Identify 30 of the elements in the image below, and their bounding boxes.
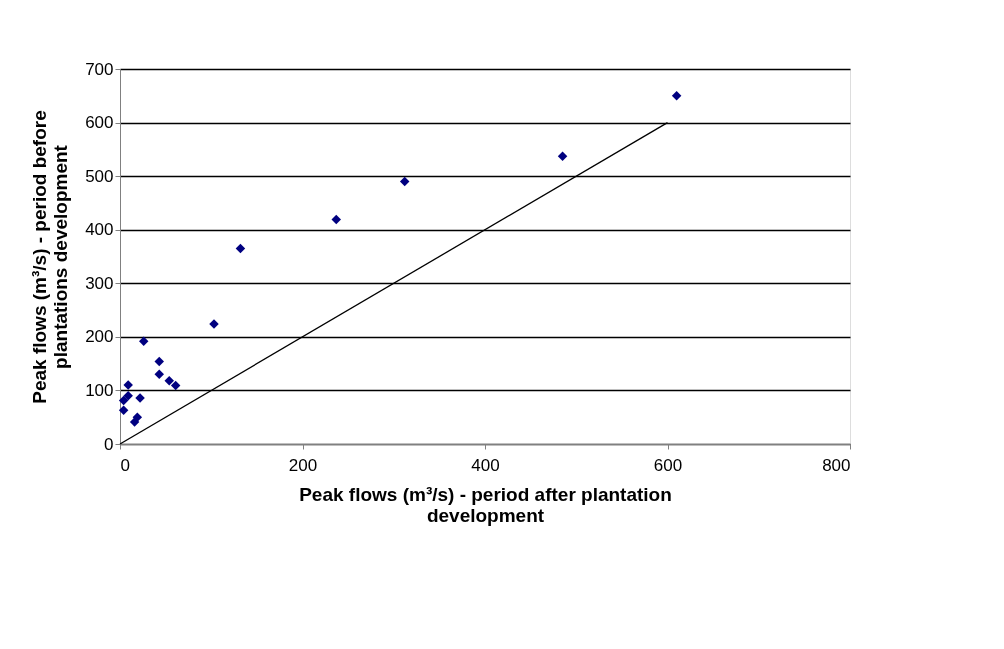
- y-tick-label: 400: [85, 220, 114, 240]
- point: [154, 369, 164, 380]
- y-tick-label: 600: [85, 113, 114, 133]
- y-tick-label: 500: [85, 166, 114, 186]
- y-tick-label: 0: [104, 434, 114, 454]
- point: [123, 380, 133, 390]
- y-tick-label: 100: [85, 380, 114, 400]
- y-tick-label: 700: [85, 59, 114, 79]
- y-tick-label: 300: [85, 273, 114, 293]
- x-tick-label: 600: [653, 455, 683, 475]
- point: [154, 356, 164, 367]
- x-tick-label: 400: [471, 455, 500, 475]
- x-tick-label: 800: [822, 455, 851, 475]
- point: [123, 391, 133, 401]
- x-tick-label: 200: [288, 455, 318, 475]
- y-tick-label: 200: [85, 327, 114, 347]
- point: [164, 376, 175, 386]
- point: [557, 151, 568, 162]
- point: [331, 214, 342, 225]
- point: [170, 380, 181, 391]
- point: [235, 243, 246, 254]
- y-axis-title: Peak flows (m³/s) - period before plantations development: [29, 110, 72, 404]
- point: [118, 395, 129, 406]
- x-axis-title: Peak flows (m³/s) - period after plantation development: [299, 483, 672, 526]
- point: [118, 405, 129, 415]
- point: [671, 91, 682, 101]
- point: [138, 336, 149, 346]
- point: [129, 417, 140, 427]
- point: [399, 176, 410, 187]
- x-tick-label: 0: [120, 455, 130, 475]
